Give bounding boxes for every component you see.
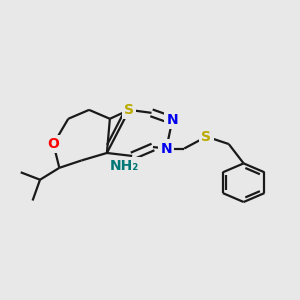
- Text: O: O: [47, 137, 59, 151]
- Text: N: N: [167, 113, 178, 127]
- Text: S: S: [124, 103, 134, 117]
- Text: NH₂: NH₂: [110, 159, 140, 173]
- Text: S: S: [202, 130, 212, 144]
- Text: N: N: [160, 142, 172, 155]
